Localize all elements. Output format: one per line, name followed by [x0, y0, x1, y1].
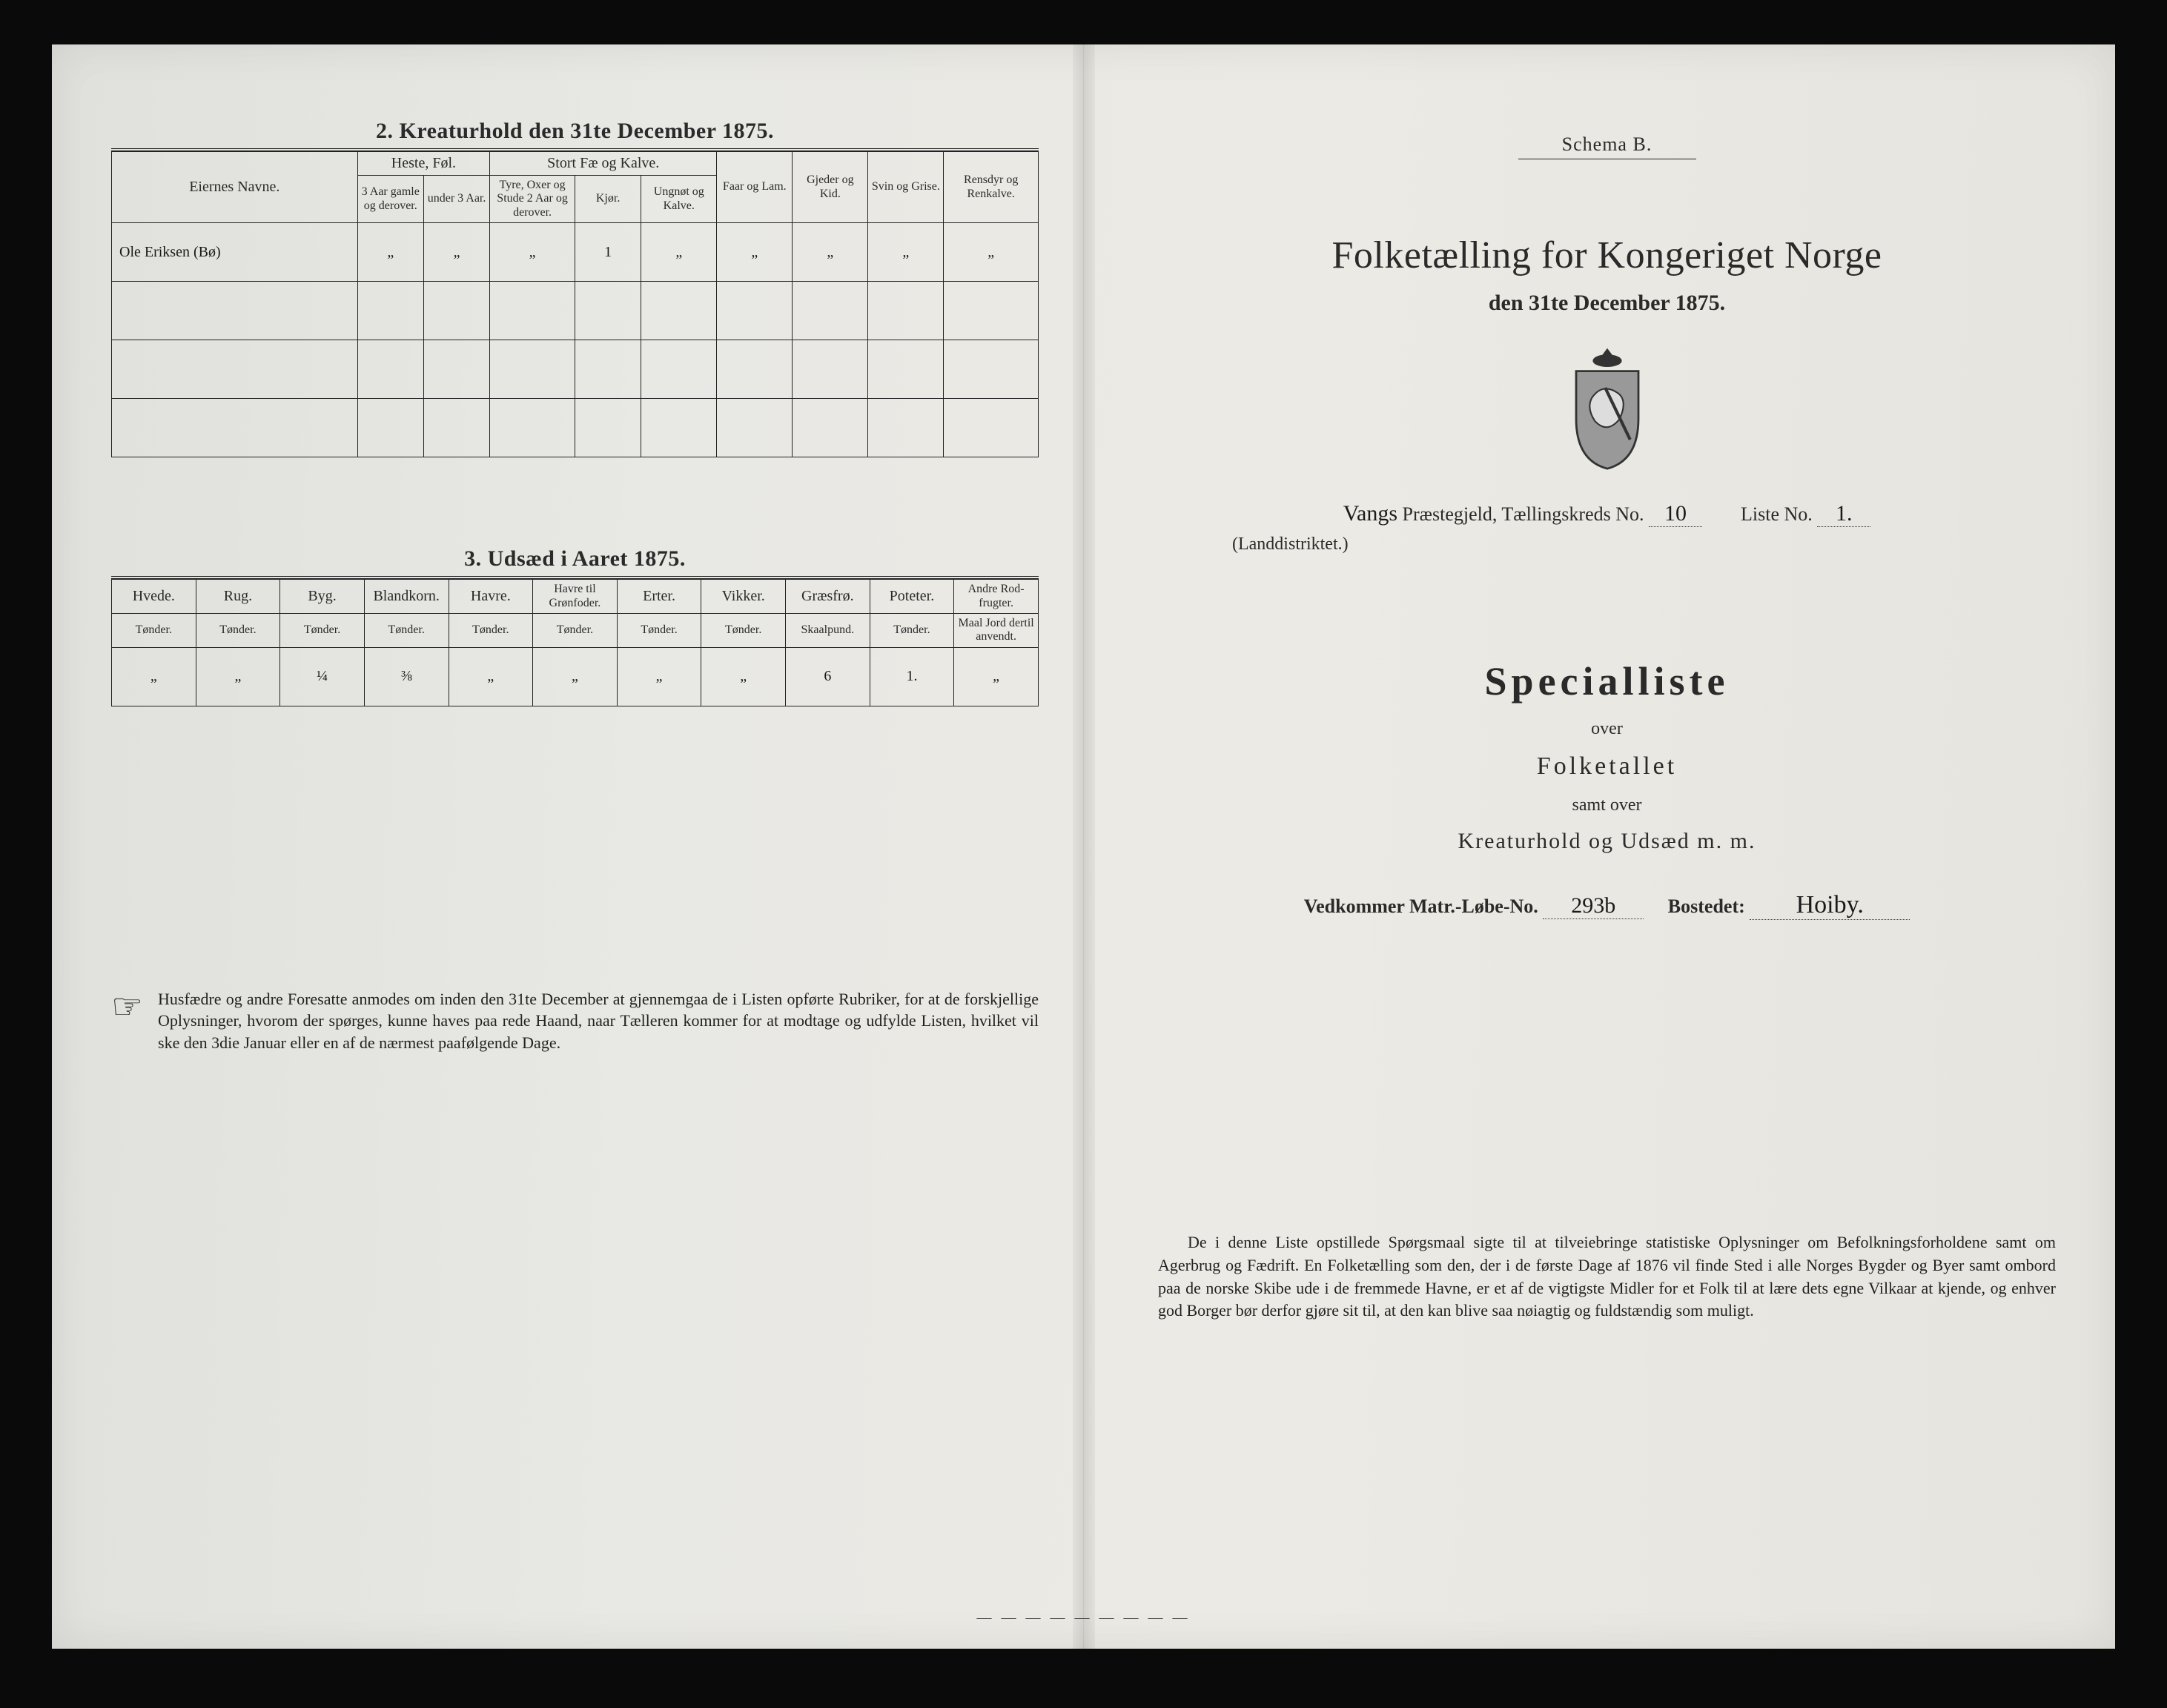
cell: „ [357, 223, 423, 282]
bottom-ornament: ― ― ― ― ― ― ― ― ― [977, 1609, 1191, 1626]
matr-line: Vedkommer Matr.-Løbe-No. 293b Bostedet: … [1143, 891, 2071, 920]
col-heste-3aar: 3 Aar gamle og derover. [357, 176, 423, 223]
folketallet-label: Folketallet [1143, 752, 2071, 781]
specialliste-title: Specialliste [1143, 658, 2071, 704]
district-line: Vangs Præstegjeld, Tællingskreds No. 10 … [1143, 501, 2071, 527]
unit: Skaalpund. [786, 613, 870, 647]
col-eiernes-navne: Eiernes Navne. [112, 152, 358, 223]
cell: „ [641, 223, 717, 282]
col-poteter: Poteter. [870, 580, 954, 614]
col-havre-gron: Havre til Grønfoder. [533, 580, 618, 614]
cell: „ [944, 223, 1039, 282]
unit: Tønder. [196, 613, 280, 647]
cell: „ [449, 647, 533, 706]
census-title: Folketælling for Kongeriget Norge [1143, 234, 2071, 277]
cell: „ [868, 223, 944, 282]
paper-spread: 2. Kreaturhold den 31te December 1875. E… [52, 44, 2115, 1649]
cell: „ [954, 647, 1039, 706]
left-page: 2. Kreaturhold den 31te December 1875. E… [52, 44, 1084, 1649]
census-date: den 31te December 1875. [1143, 291, 2071, 316]
cell: „ [717, 223, 793, 282]
colgroup-stortfae: Stort Fæ og Kalve. [490, 152, 717, 176]
col-blandkorn: Blandkorn. [364, 580, 449, 614]
landdistrikt-label: (Landdistriktet.) [1143, 534, 2071, 555]
table2-title: 2. Kreaturhold den 31te December 1875. [111, 119, 1039, 144]
cell: „ [423, 223, 489, 282]
colgroup-heste: Heste, Føl. [357, 152, 490, 176]
cell: „ [112, 647, 196, 706]
unit: Tønder. [112, 613, 196, 647]
col-kjor: Kjør. [575, 176, 641, 223]
unit: Tønder. [533, 613, 618, 647]
unit: Tønder. [870, 613, 954, 647]
cell: 1 [575, 223, 641, 282]
unit: Tønder. [617, 613, 701, 647]
cell: „ [490, 223, 575, 282]
matr-number: 293b [1543, 893, 1644, 919]
table-row [112, 399, 1039, 457]
col-havre: Havre. [449, 580, 533, 614]
coat-of-arms-icon [1143, 345, 2071, 471]
col-faar: Faar og Lam. [717, 152, 793, 223]
col-svin: Svin og Grise. [868, 152, 944, 223]
col-rodfrugter: Andre Rod-frugter. [954, 580, 1039, 614]
col-byg: Byg. [280, 580, 365, 614]
table3-title: 3. Udsæd i Aaret 1875. [111, 546, 1039, 572]
cell: „ [533, 647, 618, 706]
cell: ¼ [280, 647, 365, 706]
pointing-hand-icon: ☞ [111, 990, 143, 1025]
col-vikker: Vikker. [701, 580, 786, 614]
district-label: Præstegjeld, Tællingskreds No. [1403, 503, 1649, 525]
col-gjeder: Gjeder og Kid. [793, 152, 868, 223]
col-ungnot: Ungnøt og Kalve. [641, 176, 717, 223]
unit: Tønder. [701, 613, 786, 647]
district-prefix: Vangs [1343, 501, 1397, 526]
col-hvede: Hvede. [112, 580, 196, 614]
table-row [112, 282, 1039, 340]
unit: Maal Jord dertil anvendt. [954, 613, 1039, 647]
instruction-text: Husfædre og andre Foresatte anmodes om i… [158, 988, 1039, 1054]
col-rensdyr: Rensdyr og Renkalve. [944, 152, 1039, 223]
col-heste-u3: under 3 Aar. [423, 176, 489, 223]
cell: „ [701, 647, 786, 706]
scan-frame: 2. Kreaturhold den 31te December 1875. E… [0, 0, 2167, 1708]
cell-owner-name: Ole Eriksen (Bø) [112, 223, 358, 282]
right-page: Schema B. Folketælling for Kongeriget No… [1084, 44, 2115, 1649]
table-row [112, 340, 1039, 399]
table-kreaturhold: Eiernes Navne. Heste, Føl. Stort Fæ og K… [111, 151, 1039, 457]
col-tyre: Tyre, Oxer og Stude 2 Aar og derover. [490, 176, 575, 223]
cell: ⅜ [364, 647, 449, 706]
unit: Tønder. [364, 613, 449, 647]
cell: „ [793, 223, 868, 282]
unit: Tønder. [449, 613, 533, 647]
matr-label: Vedkommer Matr.-Løbe-No. [1304, 896, 1538, 917]
bosted-value: Hoiby. [1750, 891, 1910, 920]
table-udsaed: Hvede. Rug. Byg. Blandkorn. Havre. Havre… [111, 579, 1039, 706]
kreds-number: 10 [1649, 501, 1702, 527]
unit: Tønder. [280, 613, 365, 647]
col-rug: Rug. [196, 580, 280, 614]
over-label: over [1143, 719, 2071, 739]
col-graesfro: Græsfrø. [786, 580, 870, 614]
col-erter: Erter. [617, 580, 701, 614]
cell: „ [196, 647, 280, 706]
kreaturhold-label: Kreaturhold og Udsæd m. m. [1143, 829, 2071, 854]
table-row: „ „ ¼ ⅜ „ „ „ „ 6 1. „ [112, 647, 1039, 706]
cell: 6 [786, 647, 870, 706]
samt-label: samt over [1143, 795, 2071, 815]
bosted-label: Bostedet: [1668, 896, 1745, 917]
liste-label: Liste No. [1741, 503, 1813, 525]
cell: 1. [870, 647, 954, 706]
instruction-note: ☞ Husfædre og andre Foresatte anmodes om… [111, 988, 1039, 1054]
purpose-note: De i denne Liste opstillede Spørgsmaal s… [1143, 1231, 2071, 1323]
table-row: Ole Eriksen (Bø) „ „ „ 1 „ „ „ „ „ [112, 223, 1039, 282]
liste-number: 1. [1817, 501, 1870, 527]
schema-label: Schema B. [1143, 133, 2071, 156]
cell: „ [617, 647, 701, 706]
